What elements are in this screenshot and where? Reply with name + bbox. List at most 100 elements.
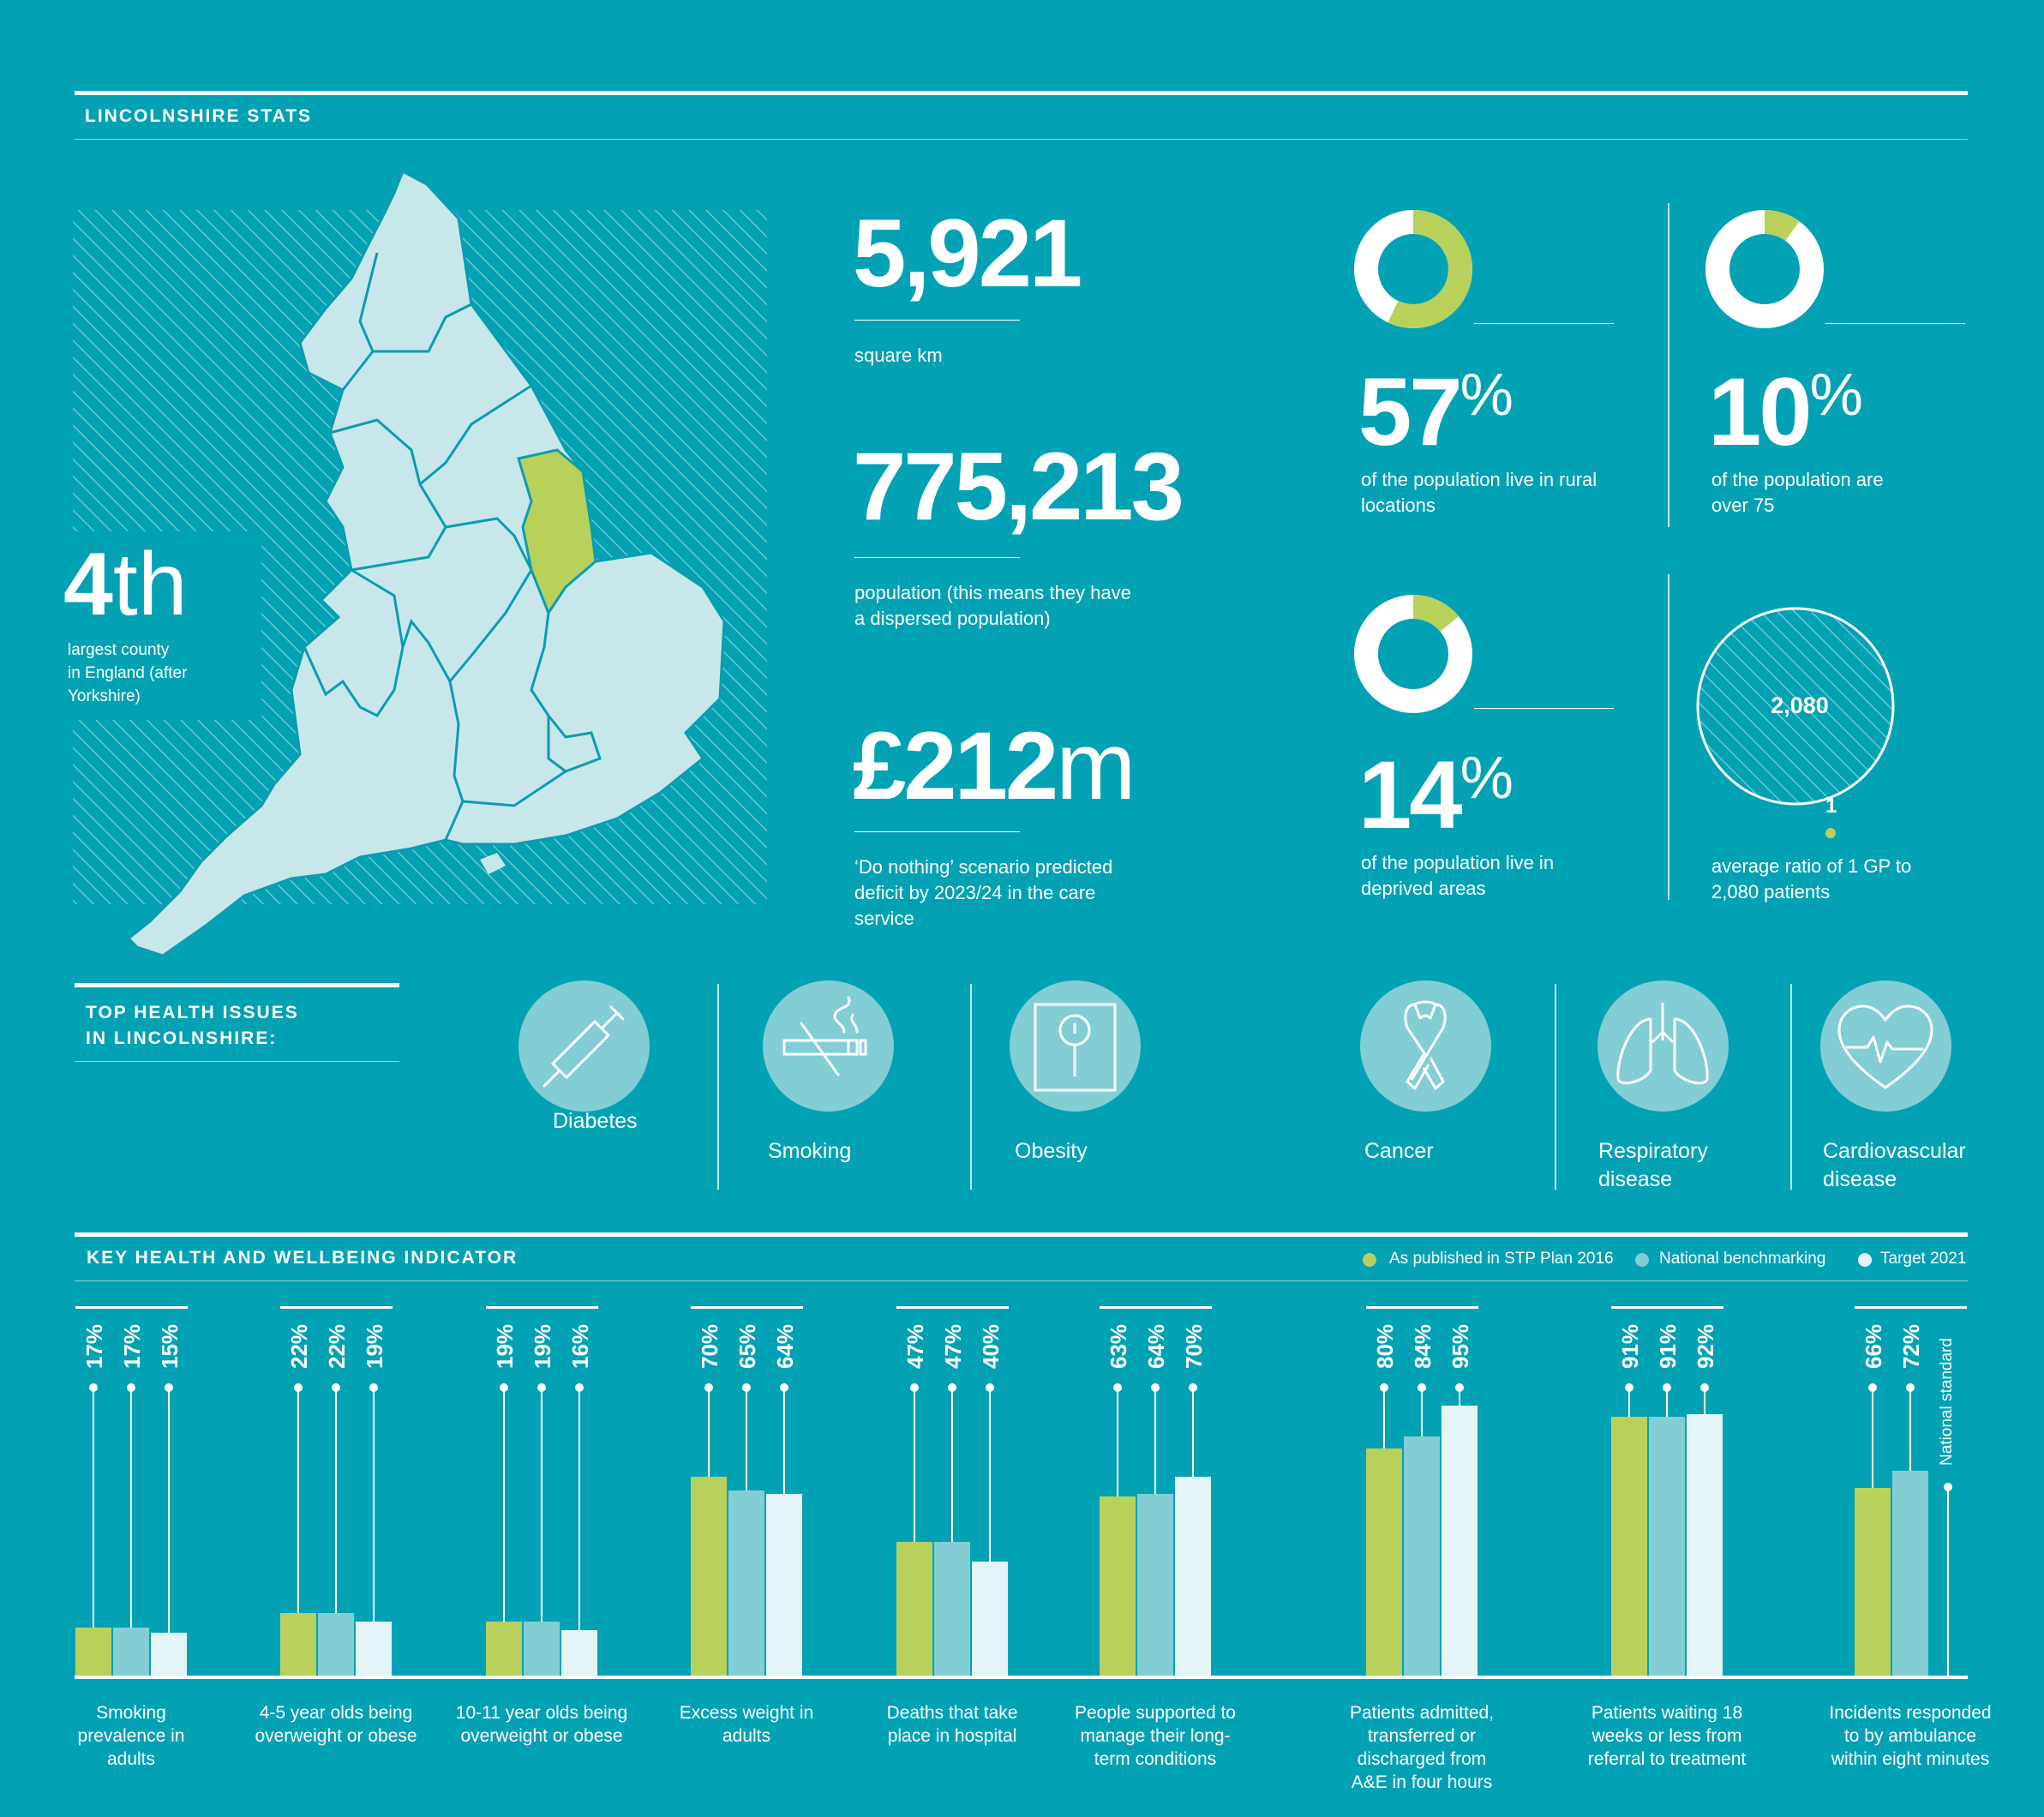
issues-title: TOP HEALTH ISSUES IN LINCOLNSHIRE: bbox=[86, 1003, 299, 1048]
category-label-line: Excess weight in bbox=[679, 1703, 814, 1723]
bar bbox=[1137, 1493, 1173, 1676]
leader-line bbox=[708, 1388, 710, 1477]
diabetes-label: Diabetes bbox=[553, 1109, 638, 1133]
donut-arc bbox=[1354, 595, 1472, 713]
page-title: LINCOLNSHIRE STATS bbox=[85, 106, 313, 126]
bar bbox=[524, 1622, 560, 1676]
category-label-line: Patients admitted, bbox=[1349, 1703, 1495, 1723]
donut-arc bbox=[1705, 210, 1824, 328]
leader-line bbox=[951, 1388, 953, 1543]
bar-value-label: 15% bbox=[157, 1323, 183, 1369]
leader-line bbox=[93, 1388, 94, 1628]
donut-track bbox=[1705, 210, 1824, 328]
leader-dot bbox=[1151, 1383, 1160, 1392]
leader-line bbox=[1117, 1388, 1118, 1497]
gp-ratio-label: average ratio of 1 GP to 2,080 patients bbox=[1711, 855, 1912, 903]
rank-caption: largest county in England (after Yorkshi… bbox=[68, 641, 188, 705]
bar-value-label: 63% bbox=[1106, 1323, 1131, 1369]
header-rule bbox=[75, 91, 1968, 95]
ribbon-icon bbox=[1404, 1000, 1447, 1090]
gp-ratio-graphic bbox=[1696, 607, 1895, 838]
group-rule bbox=[1366, 1306, 1478, 1309]
category-label: Deaths that take place in hospital bbox=[849, 1701, 1055, 1748]
gp-value: 1 bbox=[1825, 795, 1837, 818]
leader-line bbox=[1872, 1388, 1873, 1489]
bar-value-label: 19% bbox=[492, 1323, 518, 1369]
bar bbox=[75, 1627, 111, 1676]
respiratory-circle bbox=[1597, 980, 1729, 1112]
bar-value-label: 65% bbox=[734, 1323, 760, 1369]
issue-divider bbox=[1790, 984, 1792, 1190]
category-label-line: A&E in four hours bbox=[1351, 1772, 1493, 1792]
area-rule bbox=[854, 320, 1020, 321]
rank-value: 4th bbox=[63, 535, 188, 634]
category-label-line: weeks or less from bbox=[1591, 1726, 1742, 1746]
leader-dot bbox=[369, 1383, 378, 1392]
leader-dot bbox=[1189, 1383, 1197, 1392]
bar bbox=[1404, 1436, 1440, 1676]
obesity-label: Obesity bbox=[1015, 1139, 1088, 1163]
cardiovascular-circle bbox=[1820, 980, 1951, 1112]
leader-line bbox=[1383, 1388, 1385, 1448]
category-label: 10-11 year olds being overweight or obese bbox=[439, 1701, 644, 1748]
bar-value-label: 64% bbox=[1143, 1323, 1169, 1369]
category-label-line: Incidents responded bbox=[1829, 1703, 1992, 1723]
leader-dot bbox=[1906, 1383, 1915, 1392]
leader-line bbox=[1628, 1388, 1630, 1418]
group-rule bbox=[75, 1306, 188, 1309]
rank-panel-background bbox=[69, 531, 261, 720]
header-divider bbox=[75, 139, 1968, 140]
category-label: Patients waiting 18 weeks or less from ref… bbox=[1564, 1701, 1770, 1771]
bar-value-label: 92% bbox=[1693, 1323, 1718, 1369]
national-standard-dot bbox=[1944, 1483, 1952, 1491]
leader-line bbox=[783, 1388, 785, 1494]
group-rule bbox=[896, 1306, 1009, 1309]
syringe-icon bbox=[542, 1005, 625, 1088]
bar bbox=[280, 1613, 316, 1676]
deficit-label: ‘Do nothing’ scenario predicted deficit … bbox=[854, 856, 1113, 929]
group-rule bbox=[1611, 1306, 1723, 1309]
issue-divider bbox=[717, 984, 719, 1190]
leader-line bbox=[746, 1388, 747, 1491]
leader-line bbox=[1704, 1388, 1705, 1414]
category-label-line: 10-11 year olds being bbox=[455, 1703, 628, 1723]
bar bbox=[934, 1542, 970, 1676]
over75-label: of the population are over 75 bbox=[1711, 469, 1884, 516]
category-label-line: transferred or bbox=[1367, 1726, 1477, 1746]
lungs-icon bbox=[1616, 1003, 1709, 1085]
bar-value-label: 22% bbox=[324, 1323, 350, 1369]
leader-dot bbox=[1663, 1383, 1671, 1392]
group-rule bbox=[486, 1306, 598, 1309]
stats-divider-bottom bbox=[1668, 574, 1669, 900]
bar bbox=[1442, 1406, 1478, 1676]
bar bbox=[1100, 1496, 1136, 1676]
bar-value-label: 72% bbox=[1898, 1323, 1924, 1369]
over75-rule bbox=[1825, 323, 1965, 324]
leader-dot bbox=[1868, 1383, 1877, 1392]
cancer-circle bbox=[1360, 980, 1491, 1112]
leader-line bbox=[335, 1388, 337, 1614]
category-label: Incidents responded to by ambulance within… bbox=[1807, 1701, 2013, 1771]
national-standard-label: National standard bbox=[1938, 1338, 1956, 1466]
leader-line bbox=[989, 1388, 991, 1562]
legend-target: Target 2021 bbox=[1880, 1250, 1967, 1268]
over75-value: 10% bbox=[1708, 358, 1863, 465]
leader-dot bbox=[704, 1383, 713, 1392]
area-value: 5,921 bbox=[853, 200, 1082, 307]
category-label-line: discharged from bbox=[1357, 1749, 1487, 1769]
category-label: Smoking prevalence in adults bbox=[28, 1701, 234, 1771]
leader-line bbox=[1192, 1388, 1194, 1477]
category-label-line: referral to treatment bbox=[1587, 1749, 1747, 1769]
population-label: population (this means they have a dispe… bbox=[854, 582, 1131, 629]
category-label-line: Patients waiting 18 bbox=[1591, 1703, 1743, 1723]
bar-value-label: 17% bbox=[119, 1323, 145, 1369]
legend-national: National benchmarking bbox=[1659, 1250, 1826, 1268]
bar bbox=[1649, 1417, 1685, 1676]
issues-divider bbox=[75, 1061, 399, 1062]
bar-value-label: 80% bbox=[1372, 1323, 1398, 1369]
leader-dot bbox=[294, 1383, 303, 1392]
bar bbox=[1366, 1448, 1402, 1676]
leader-line bbox=[1666, 1388, 1668, 1418]
bar bbox=[1611, 1417, 1647, 1676]
category-label-line: adults bbox=[722, 1726, 771, 1746]
